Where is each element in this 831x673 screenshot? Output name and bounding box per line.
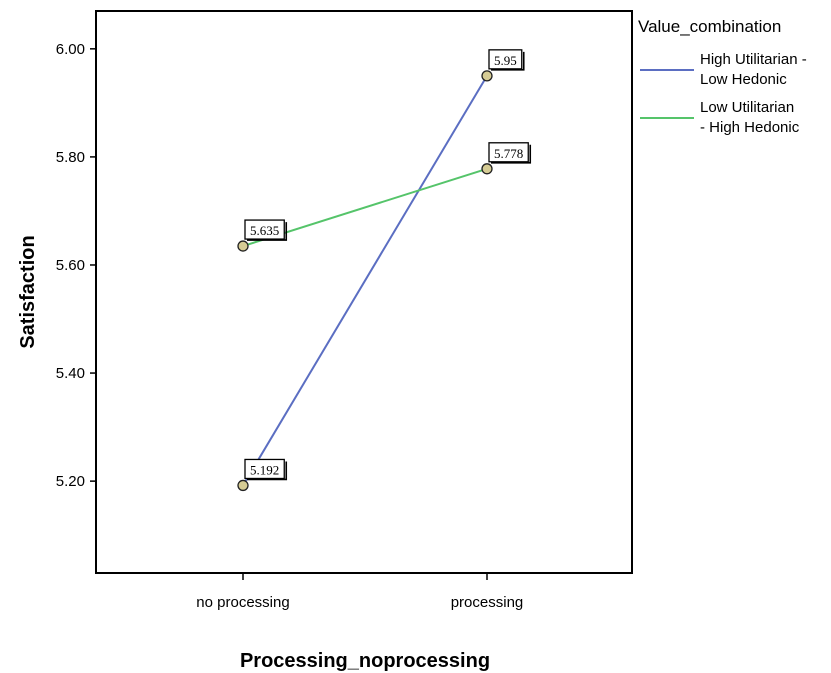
legend-item: Low Utilitarian - High Hedonic bbox=[640, 99, 800, 136]
x-axis: no processing processing bbox=[196, 573, 523, 611]
x-tick-label: processing bbox=[451, 594, 524, 611]
data-label-shadow bbox=[247, 222, 288, 241]
data-label-box bbox=[244, 219, 285, 240]
data-label: 5.778 bbox=[488, 142, 532, 164]
data-label-text: 5.778 bbox=[494, 146, 523, 161]
data-label-shadow bbox=[491, 144, 532, 164]
y-tick-label: 5.60 bbox=[56, 257, 85, 274]
x-tick-label: no processing bbox=[196, 594, 289, 611]
y-tick-label: 5.20 bbox=[56, 473, 85, 490]
data-label-text: 5.635 bbox=[250, 223, 279, 238]
data-point bbox=[237, 479, 249, 492]
legend-item: High Utilitarian -Low Hedonic bbox=[640, 51, 807, 88]
data-label: 5.192 bbox=[244, 458, 288, 481]
data-label-shadow bbox=[247, 461, 288, 481]
data-point bbox=[481, 163, 493, 175]
data-label: 5.635 bbox=[244, 219, 288, 241]
data-label-text: 5.192 bbox=[250, 462, 279, 477]
x-axis-title: Processing_noprocessing bbox=[240, 650, 490, 672]
data-label-box bbox=[244, 458, 285, 480]
y-tick-label: 5.40 bbox=[56, 365, 85, 382]
data-label-text: 5.95 bbox=[494, 53, 517, 68]
y-tick-label: 5.80 bbox=[56, 149, 85, 166]
data-label: 5.95 bbox=[488, 49, 525, 71]
legend-label: High Utilitarian -Low Hedonic bbox=[700, 51, 807, 88]
y-axis-title: Satisfaction bbox=[17, 235, 39, 348]
data-labels: 5.192 5.95 5.635 5.778 bbox=[244, 49, 532, 481]
data-point bbox=[481, 70, 493, 82]
data-points bbox=[237, 70, 493, 492]
series-line-1 bbox=[242, 75, 488, 486]
legend-title: Value_combination bbox=[638, 17, 781, 36]
data-label-shadow bbox=[491, 51, 525, 71]
series-lines bbox=[242, 75, 488, 486]
legend-label: Low Utilitarian - High Hedonic bbox=[700, 99, 800, 136]
y-axis: 5.20 5.40 5.60 5.80 6.00 bbox=[56, 41, 96, 490]
data-label-box bbox=[488, 49, 523, 70]
y-tick-label: 6.00 bbox=[56, 41, 85, 58]
data-point bbox=[237, 240, 249, 252]
data-label-box bbox=[488, 142, 529, 163]
plot-frame bbox=[95, 10, 633, 574]
legend: Value_combination High Utilitarian -Low … bbox=[638, 17, 807, 136]
